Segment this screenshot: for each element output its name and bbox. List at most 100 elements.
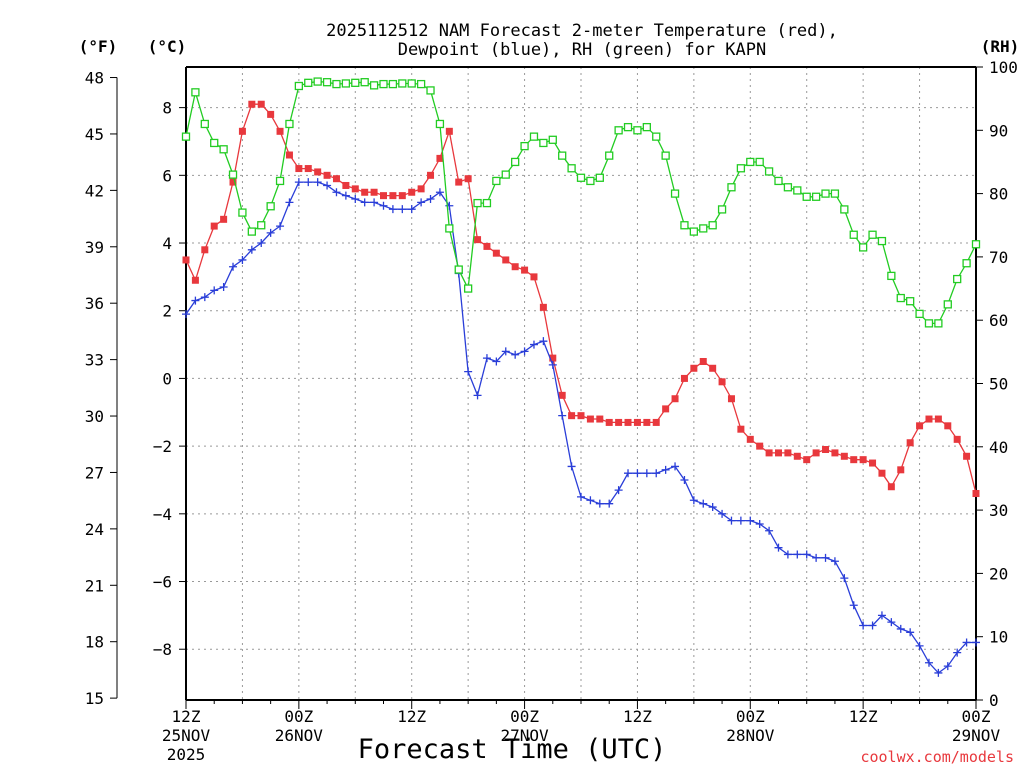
temperature-point: [295, 165, 303, 173]
rh-point: [539, 138, 548, 148]
dewpoint-point: [492, 357, 501, 366]
dewpoint-point: [765, 526, 774, 535]
dewpoint-point: [294, 178, 303, 187]
rh-point: [887, 271, 896, 281]
dewpoint-point: [370, 198, 379, 207]
celsius-tick-label: −6: [153, 573, 172, 592]
rh-point: [398, 79, 407, 88]
series-layer: [181, 77, 981, 677]
dewpoint-point: [821, 553, 830, 562]
temperature-point: [389, 192, 397, 200]
fahrenheit-tick-label: 21: [85, 576, 104, 595]
temperature-point: [511, 263, 519, 271]
chart-subtitle: Dewpoint (blue), RH (green) for KAPN: [398, 40, 766, 60]
rh-point: [351, 78, 360, 87]
dewpoint-point: [182, 310, 190, 319]
dewpoint-point: [642, 469, 651, 478]
temperature-point: [662, 405, 670, 413]
temperature-point: [775, 449, 782, 457]
dewpoint-point: [708, 503, 717, 512]
temperature-point: [408, 188, 416, 196]
rh-point: [642, 122, 651, 132]
rh-point: [473, 198, 482, 208]
fahrenheit-tick-label: 27: [85, 463, 104, 482]
celsius-tick-label: −2: [153, 437, 172, 456]
dewpoint-point: [323, 181, 332, 190]
temperature-point: [257, 100, 265, 108]
celsius-tick-label: 6: [162, 166, 172, 185]
time-tick-label: 12Z: [397, 707, 426, 726]
rh-point: [388, 79, 398, 89]
rh-point: [257, 221, 266, 230]
rh-point: [934, 319, 943, 328]
rh-point: [943, 300, 952, 309]
dewpoint-point: [511, 350, 520, 359]
rh-point: [360, 78, 369, 87]
dewpoint-point: [304, 178, 313, 187]
chart-title: 2025112512 NAM Forecast 2-meter Temperat…: [326, 21, 838, 41]
rh-point: [783, 183, 793, 192]
rh-tick-label: 60: [989, 311, 1008, 330]
dewpoint-point: [577, 492, 585, 501]
rh-point: [764, 167, 774, 176]
rh-point: [821, 189, 830, 198]
temperature-point: [586, 415, 594, 423]
rh-point: [811, 192, 821, 201]
fahrenheit-tick-label: 45: [85, 125, 104, 144]
fahrenheit-tick-label: 33: [85, 351, 104, 370]
dewpoint-point: [699, 499, 708, 508]
rh-point: [623, 122, 633, 132]
dewpoint-point: [473, 391, 482, 400]
dewpoint-point: [379, 201, 388, 210]
time-tick-label: 12Z: [849, 707, 878, 726]
temperature-point: [831, 449, 839, 457]
rh-point: [906, 297, 915, 306]
temperature-point: [201, 246, 209, 254]
fahrenheit-tick-label: 15: [85, 689, 104, 708]
rh-point: [858, 243, 868, 252]
time-tick-date-label: 25NOV: [162, 726, 211, 745]
dewpoint-point: [435, 188, 444, 197]
time-tick-label: 00Z: [284, 707, 313, 726]
temperature-point: [351, 185, 359, 193]
rh-point: [915, 309, 924, 319]
rh-point: [614, 126, 623, 135]
dewpoint-point: [351, 195, 360, 204]
rh-point: [501, 170, 510, 179]
time-tick-label: 00Z: [736, 707, 765, 726]
dewpoint-point: [285, 198, 294, 207]
temperature-point: [464, 175, 472, 183]
dewpoint-point: [972, 638, 980, 647]
rh-point: [962, 259, 971, 268]
dewpoint-point: [567, 462, 576, 471]
rh-point: [793, 186, 802, 195]
dewpoint-point: [671, 462, 680, 471]
dewpoint-point: [426, 195, 435, 204]
rh-point: [868, 230, 877, 239]
temperature-point: [577, 412, 585, 420]
rh-series: [181, 77, 981, 328]
dewpoint-point: [624, 469, 633, 478]
temperature-point: [906, 439, 914, 447]
dewpoint-point: [407, 205, 416, 214]
rh-point: [633, 126, 642, 135]
rh-point: [567, 164, 576, 173]
rh-point: [755, 157, 764, 167]
dewpoint-point: [558, 411, 567, 420]
temperature-point: [248, 100, 256, 108]
dewpoint-point: [774, 543, 783, 552]
rh-point: [924, 319, 934, 328]
dewpoint-point: [482, 354, 491, 363]
dewpoint-point: [238, 255, 247, 264]
dewpoint-point: [210, 286, 219, 295]
temperature-point: [370, 188, 378, 196]
temperature-point: [718, 378, 726, 386]
temperature-point: [445, 127, 453, 135]
fahrenheit-axis-label: (°F): [79, 37, 118, 56]
rh-point: [830, 189, 840, 198]
rh-point: [548, 135, 557, 144]
rh-point: [727, 183, 736, 192]
rh-point: [511, 157, 520, 167]
dewpoint-point: [718, 509, 727, 518]
dewpoint-point: [840, 574, 849, 583]
